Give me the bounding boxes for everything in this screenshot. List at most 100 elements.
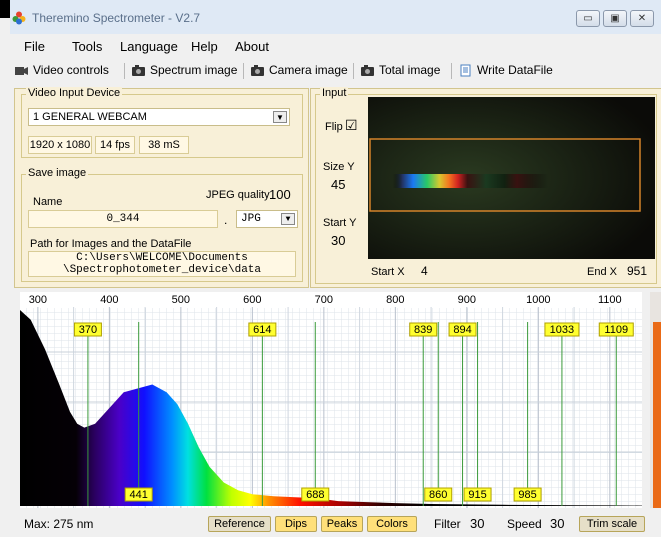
- peaks-button[interactable]: Peaks: [321, 516, 363, 532]
- minimize-button[interactable]: ▭: [576, 10, 600, 27]
- video-input-group: Video Input Device 1 GENERAL WEBCAM ▼ 19…: [21, 87, 303, 158]
- menu-help[interactable]: Help: [191, 39, 218, 54]
- x-tick-label: 800: [386, 294, 404, 306]
- trim-scale-button[interactable]: Trim scale: [579, 516, 645, 532]
- spectrum-chart[interactable]: 370 614 839 894 1033 1109 441 688 860 915 985 300 4…: [20, 292, 642, 508]
- peak-label: 688: [306, 489, 324, 501]
- peak-label-box[interactable]: [424, 487, 453, 502]
- menu-file[interactable]: File: [24, 39, 45, 54]
- app-icon: [12, 11, 26, 25]
- peak-label-box[interactable]: [544, 322, 580, 337]
- start-y-label: Start Y: [323, 217, 357, 229]
- peak-label: 1109: [604, 324, 628, 336]
- write-datafile-button[interactable]: Write DataFile: [458, 63, 553, 77]
- jpeg-quality-value[interactable]: 100: [269, 187, 291, 202]
- x-tick-label: 500: [172, 294, 190, 306]
- peak-label: 860: [429, 489, 447, 501]
- end-x-label: End X: [587, 266, 617, 278]
- video-input-group-label: Video Input Device: [26, 87, 123, 99]
- spectrum-band: [393, 174, 548, 188]
- peak-label: 370: [79, 324, 97, 336]
- path-display[interactable]: C:\Users\WELCOME\Documents \Spectrophoto…: [28, 251, 296, 277]
- end-x-value[interactable]: 951: [627, 264, 648, 278]
- image-name-input[interactable]: 0_344: [28, 210, 218, 228]
- format-select[interactable]: JPG ▼: [236, 210, 298, 228]
- toolbar-separator: [243, 63, 244, 79]
- window-title: Theremino Spectrometer - V2.7: [32, 11, 201, 25]
- dips-button[interactable]: Dips: [275, 516, 317, 532]
- peak-label: 1033: [550, 324, 574, 336]
- filter-label: Filter: [434, 517, 461, 531]
- extension-dot: .: [224, 213, 228, 227]
- peak-label-box[interactable]: [448, 322, 477, 337]
- path-label: Path for Images and the DataFile: [30, 238, 192, 250]
- size-y-value[interactable]: 45: [331, 177, 346, 192]
- input-group-label: Input: [320, 87, 349, 99]
- jpeg-quality-label: JPEG quality: [206, 189, 270, 201]
- camera-image-button[interactable]: Camera image: [250, 63, 348, 77]
- peak-label-box[interactable]: [463, 487, 492, 502]
- spectrum-image-button[interactable]: Spectrum image: [131, 63, 237, 77]
- peak-label-box[interactable]: [598, 322, 634, 337]
- peak-label: 894: [453, 324, 471, 336]
- menu-tools[interactable]: Tools: [72, 39, 103, 54]
- camera-preview[interactable]: [368, 97, 655, 259]
- x-tick-label: 400: [100, 294, 118, 306]
- spectrum-image-label: Spectrum image: [150, 63, 238, 77]
- x-tick-label: 600: [243, 294, 261, 306]
- datafile-icon: [460, 64, 471, 76]
- peak-label-box[interactable]: [409, 322, 438, 337]
- max-readout: Max: 275 nm: [24, 517, 94, 531]
- peak-label-box[interactable]: [513, 487, 542, 502]
- status-bar: Max: 275 nm Reference Dips Peaks Colors …: [10, 512, 661, 537]
- speed-value[interactable]: 30: [550, 516, 565, 531]
- camera-icon: [361, 64, 374, 76]
- video-device-select[interactable]: 1 GENERAL WEBCAM ▼: [28, 108, 290, 126]
- chevron-down-icon: ▼: [273, 111, 287, 123]
- path-line-1: C:\Users\WELCOME\Documents: [76, 252, 248, 264]
- input-group: Input: [315, 87, 657, 284]
- video-controls-button[interactable]: Video controls: [14, 63, 109, 77]
- flip-checkbox[interactable]: ☑: [345, 117, 358, 133]
- resolution-display: 1920 x 1080: [28, 136, 92, 154]
- menu-language[interactable]: Language: [120, 39, 178, 54]
- camera-image-label: Camera image: [269, 63, 348, 77]
- title-bar: Theremino Spectrometer - V2.7 ▭ ▣ ✕: [10, 0, 661, 34]
- fps-display: 14 fps: [95, 136, 135, 154]
- filter-value[interactable]: 30: [470, 516, 485, 531]
- reference-button[interactable]: Reference: [208, 516, 271, 532]
- settings-panel: Video Input Device 1 GENERAL WEBCAM ▼ 19…: [14, 87, 309, 288]
- total-image-button[interactable]: Total image: [360, 63, 440, 77]
- name-label: Name: [33, 196, 63, 208]
- toolbar-separator: [451, 63, 452, 79]
- chevron-down-icon: ▼: [281, 213, 295, 225]
- peak-label: 915: [468, 489, 486, 501]
- x-tick-label: 1000: [526, 294, 550, 306]
- peak-label-box[interactable]: [248, 322, 277, 337]
- latency-display: 38 mS: [139, 136, 189, 154]
- video-controls-label: Video controls: [33, 63, 109, 77]
- menu-bar: File Tools Language Help About: [10, 36, 661, 56]
- peak-label: 985: [518, 489, 536, 501]
- x-tick-label: 700: [315, 294, 333, 306]
- peak-label-box[interactable]: [73, 322, 102, 337]
- close-button[interactable]: ✕: [630, 10, 654, 27]
- start-x-value[interactable]: 4: [421, 264, 428, 278]
- menu-about[interactable]: About: [235, 39, 269, 54]
- selection-rectangle[interactable]: [369, 138, 641, 212]
- window-frame-edge: [0, 0, 10, 18]
- peak-label: 839: [414, 324, 432, 336]
- camera-icon: [132, 64, 145, 76]
- camera-icon: [251, 64, 264, 76]
- start-x-label: Start X: [371, 266, 405, 278]
- peak-label-box[interactable]: [301, 487, 330, 502]
- path-line-2: \Spectrophotometer_device\data: [62, 264, 262, 276]
- write-datafile-label: Write DataFile: [477, 63, 553, 77]
- start-y-value[interactable]: 30: [331, 233, 346, 248]
- camera-preview-image: [368, 97, 655, 259]
- peak-label-box[interactable]: [124, 487, 153, 502]
- colors-button[interactable]: Colors: [367, 516, 417, 532]
- maximize-button[interactable]: ▣: [603, 10, 627, 27]
- toolbar-separator: [353, 63, 354, 79]
- format-value: JPG: [241, 213, 261, 225]
